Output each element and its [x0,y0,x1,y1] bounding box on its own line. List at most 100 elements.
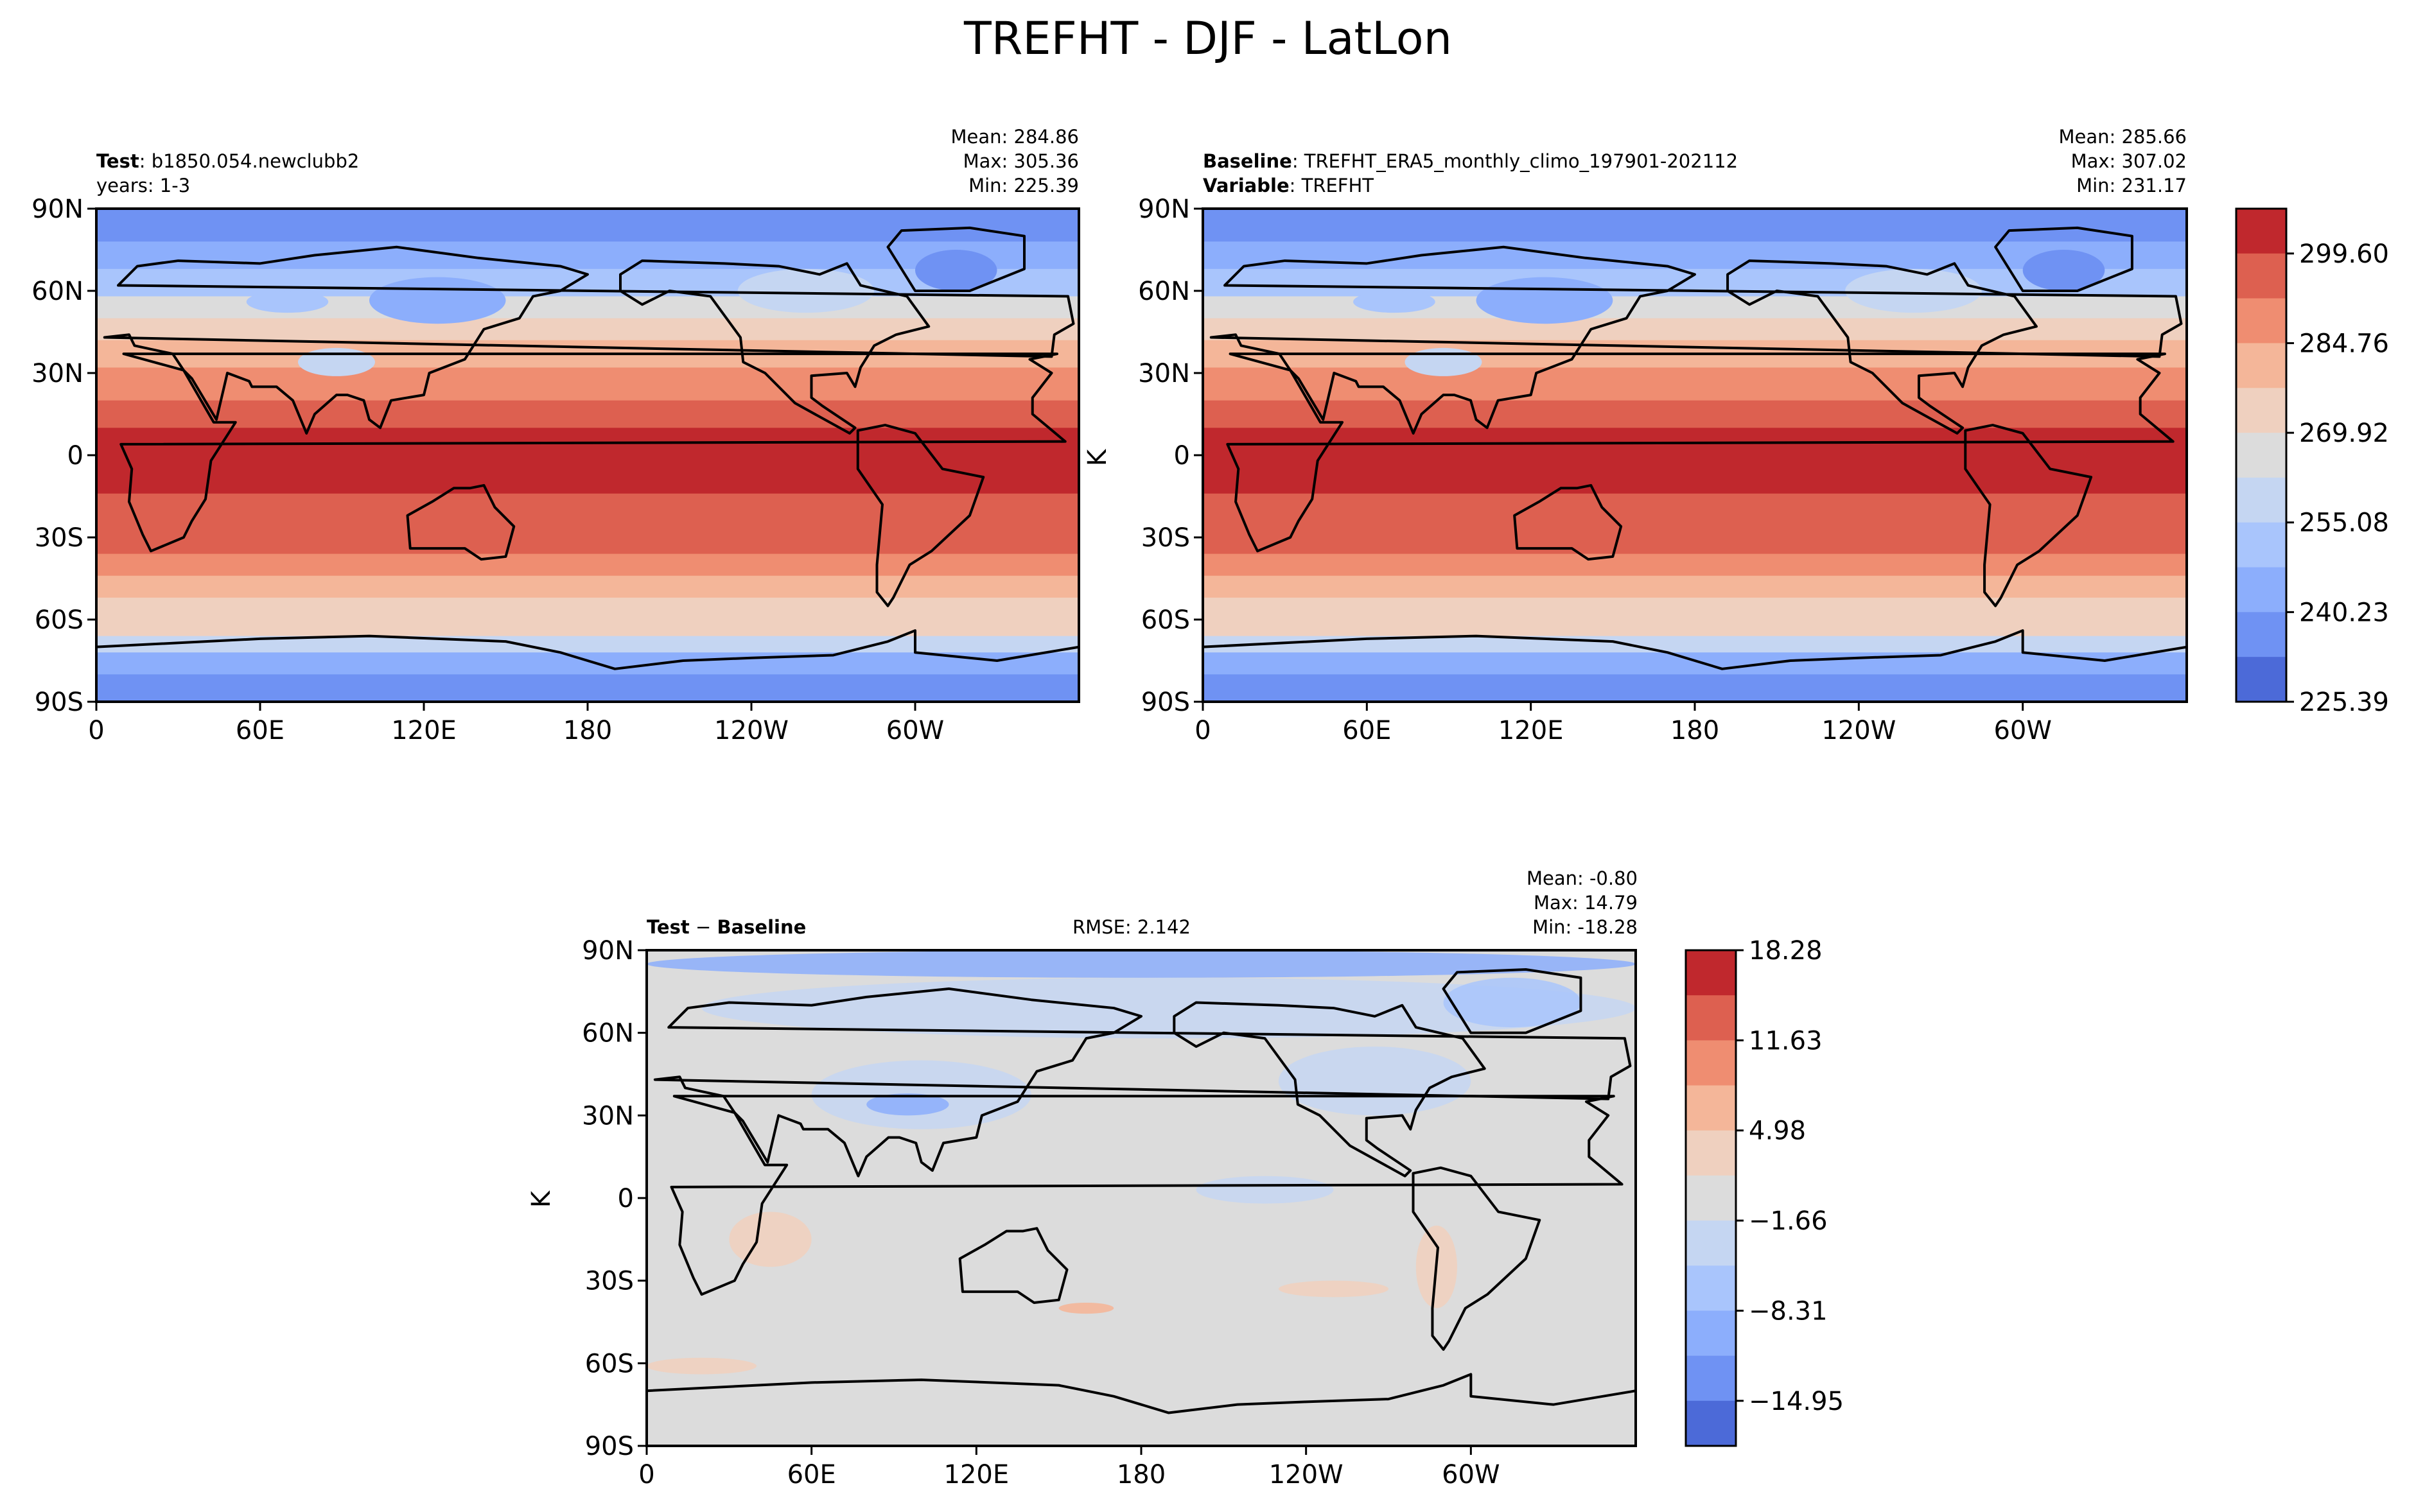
diff-label-bold2: Baseline [717,916,807,938]
baseline-coastline [1513,483,1623,561]
baseline-cold-region [1845,268,1982,313]
main-colorbar-frame [2235,207,2288,703]
baseline-coastline [1994,226,2133,292]
diff-lat-tick-label: 30N [582,1101,634,1131]
diff-colorbar-frame [1685,949,1737,1447]
diff-colorbar: 18.28 11.63 4.98 −1.66 −8.31 −14.95 [1685,936,1844,1447]
test-coastline [619,259,931,435]
baseline-label: Baseline: TREFHT_ERA5_monthly_climo_1979… [1203,150,1738,173]
baseline-lat-tick-label: 60N [1138,277,1190,306]
diff-label: Test − Baseline [647,916,806,939]
diff-lon-tick-label: 120W [1269,1460,1344,1490]
test-label-text: : b1850.054.newclubb2 [139,150,360,172]
baseline-lon-tick-label: 60E [1342,716,1391,745]
baseline-band [1203,553,2187,577]
baseline-lon-tick-label: 0 [1195,716,1211,745]
diff-colorbar-segment [1686,1265,1736,1311]
main-colorbar-segment [2236,477,2286,523]
diff-negative-region [1443,977,1581,1028]
diff-negative-region [647,950,1636,978]
baseline-lat-tick-label: 30S [1141,523,1190,553]
diff-colorbar-segment [1686,1040,1736,1086]
test-label: Test: b1850.054.newclubb2 [96,150,359,173]
diff-negative-region [1196,1176,1334,1204]
test-max: Max: 305.36 [963,150,1079,172]
test-coastline [103,245,1075,435]
diff-colorbar-segment [1686,1221,1736,1266]
main-colorbar: 299.60 284.76 269.92 255.08 240.23 225.39 [2235,207,2389,717]
diff-coastline [647,1373,1636,1446]
diff-coastline [1412,1166,1541,1351]
test-lon-tick-label: 0 [88,716,104,745]
diff-lon-tick-label: 120E [944,1460,1010,1490]
diff-colorbar-segment [1686,995,1736,1041]
diff-mean: Mean: -0.80 [1526,867,1638,889]
diff-lat-tick-label: 90N [582,936,634,966]
test-band [96,209,1079,242]
test-band [96,367,1079,401]
main-colorbar-segment [2236,298,2286,343]
main-colorbar-label: 240.23 [2299,598,2389,627]
diff-lat-tick-label: 60S [585,1349,634,1378]
baseline-lon-tick-label: 120W [1821,716,1896,745]
main-colorbar-segment [2236,253,2286,299]
test-lon-tick-label: 120E [391,716,457,745]
baseline-band [1203,674,2187,702]
test-lon-tick-label: 180 [563,716,612,745]
test-band [96,553,1079,577]
baseline-coastline [1964,424,2093,607]
diff-lon-tick-label: 60W [1442,1460,1500,1490]
test-cold-region [915,250,997,291]
test-coastline [406,483,516,561]
diff-rmse: RMSE: 2.142 [1072,916,1191,938]
baseline-coastline [1726,259,2038,435]
diff-colorbar-segment [1686,1355,1736,1402]
diff-colorbar-label: −1.66 [1749,1206,1828,1236]
baseline-variable-bold: Variable [1203,175,1290,196]
baseline-band [1203,521,2187,555]
diff-colorbar-label: 11.63 [1749,1026,1823,1056]
main-colorbar-segment [2236,522,2286,568]
main-colorbar-segment [2236,343,2286,388]
test-lon-tick-label: 60E [236,716,284,745]
diff-positive-region [647,1357,757,1375]
baseline-min: Min: 231.17 [2076,175,2187,196]
baseline-label-text: : TREFHT_ERA5_monthly_climo_197901-20211… [1291,150,1738,172]
test-lat-tick-label: 60N [31,277,83,306]
diff-colorbar-label: 4.98 [1749,1117,1806,1146]
main-colorbar-segment [2236,612,2286,657]
baseline-coastline [1226,352,2175,553]
diff-coastline [958,1227,1069,1304]
main-colorbar-segment [2236,657,2286,702]
baseline-band [1203,597,2187,620]
diff-positive-region [1278,1280,1388,1298]
main-colorbar-label: 299.60 [2299,239,2389,269]
test-field [96,209,1079,702]
baseline-lat-tick-label: 90S [1141,688,1190,717]
baseline-coastline [1203,629,2187,702]
main-colorbar-segment [2236,209,2286,254]
test-band [96,400,1079,428]
test-lat-tick-label: 30S [35,523,83,553]
diff-colorbar-segment [1686,1310,1736,1357]
baseline-band [1203,209,2187,242]
diff-coastline [1442,968,1582,1034]
baseline-band [1203,493,2187,521]
baseline-lon-tick-label: 180 [1670,716,1719,745]
main-colorbar-label: 225.39 [2299,688,2389,717]
test-band [96,428,1079,494]
main-colorbar-segment [2236,388,2286,433]
baseline-band [1203,367,2187,401]
baseline-lat-tick-label: 60S [1141,605,1190,635]
diff-label-dash: − [689,916,717,938]
test-lat-tick-label: 90S [35,688,83,717]
test-band [96,652,1079,675]
baseline-mean: Mean: 285.66 [2058,126,2187,148]
test-band [96,575,1079,598]
test-lat-tick-label: 60S [35,605,83,635]
diff-field [647,950,1636,1446]
diff-coastline [653,987,1632,1177]
